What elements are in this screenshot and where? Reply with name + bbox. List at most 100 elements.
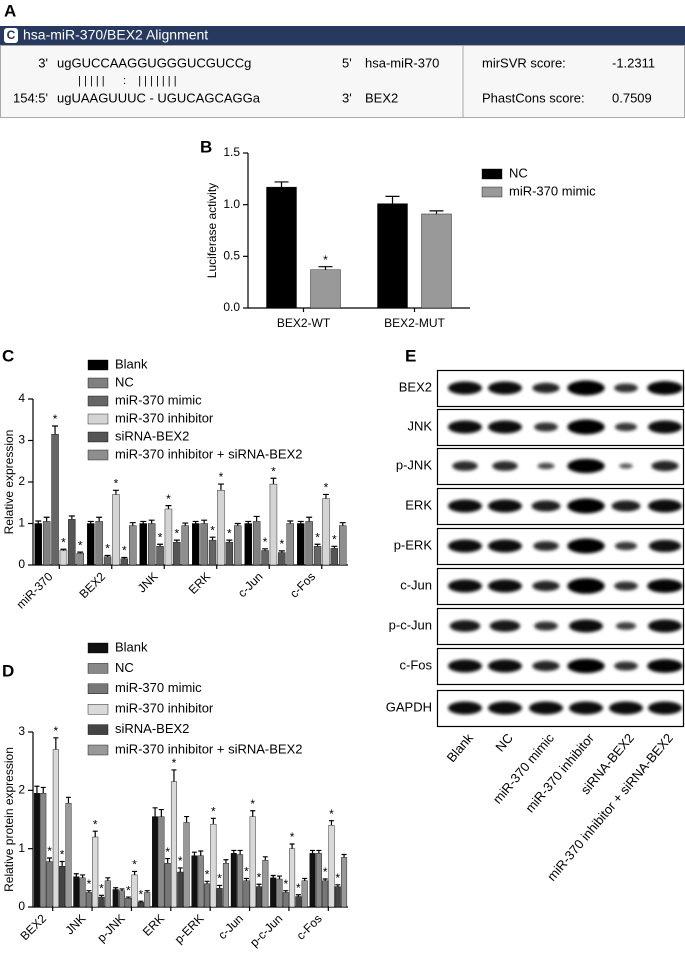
legend-swatch <box>481 168 503 180</box>
x-tick-label: c-Jun <box>235 569 266 600</box>
bar <box>164 863 171 908</box>
error-bar <box>322 493 329 499</box>
blot-band <box>648 619 682 633</box>
blot-band <box>533 541 559 551</box>
significance-star: * <box>283 877 288 891</box>
significance-star: * <box>93 817 98 831</box>
legend-swatch <box>87 663 109 674</box>
blot-band <box>488 659 522 673</box>
blot-band <box>648 539 682 553</box>
blot-band <box>569 619 603 633</box>
bar <box>225 541 234 566</box>
blot-band <box>567 380 605 396</box>
error-bar <box>198 850 204 856</box>
significance-star: * <box>227 526 232 540</box>
name: BEX2 <box>365 90 398 105</box>
blot-band <box>567 458 605 474</box>
x-tick-label: p-c-Jun <box>247 911 285 949</box>
x-tick-label: BEX2-MUT <box>384 316 445 330</box>
bar <box>183 822 190 908</box>
error-bar <box>104 554 111 557</box>
error-bar <box>129 522 136 526</box>
alignment-header <box>0 26 685 45</box>
significance-star: * <box>60 848 65 862</box>
bar <box>85 892 92 908</box>
bar <box>295 896 302 908</box>
y-tick-label: 1 <box>18 841 25 855</box>
bar <box>237 854 244 908</box>
bar <box>34 523 42 566</box>
blot-band <box>534 422 558 432</box>
bar <box>200 523 208 566</box>
bar <box>137 902 144 908</box>
significance-star: * <box>296 881 301 895</box>
y-tick-label: 1 <box>18 516 25 530</box>
score-value: -1.2311 <box>612 55 655 70</box>
significance-star: * <box>53 412 58 426</box>
x-tick-label: BEX2 <box>17 911 49 943</box>
panel-label: B <box>200 137 212 156</box>
error-bar <box>73 873 79 877</box>
error-bar <box>105 877 111 881</box>
panel-label: D <box>2 661 14 680</box>
y-tick-label: 0 <box>18 557 25 571</box>
bar <box>305 521 313 566</box>
bar <box>266 186 297 309</box>
legend-swatch <box>87 431 109 443</box>
error-bar <box>157 543 164 547</box>
error-bar <box>289 843 295 849</box>
bar <box>52 749 59 908</box>
panel-label: E <box>405 346 416 365</box>
significance-star: * <box>323 865 328 879</box>
error-bar <box>217 483 224 491</box>
blot-band <box>567 419 605 435</box>
bar <box>68 519 76 566</box>
significance-star: * <box>335 871 340 885</box>
bar <box>301 880 308 908</box>
bar <box>313 546 322 566</box>
error-bar <box>297 520 304 524</box>
error-bar <box>171 769 177 782</box>
significance-star: * <box>175 526 180 540</box>
legend-label: miR-370 mimic <box>115 680 202 695</box>
significance-star: * <box>114 476 119 490</box>
x-tick-label: JNK <box>62 911 88 937</box>
error-bar <box>231 849 237 854</box>
bar <box>144 892 151 908</box>
bar <box>192 523 200 566</box>
x-tick-label: miR-370 <box>14 569 56 611</box>
blot-band <box>537 462 555 470</box>
significance-star: * <box>280 537 285 551</box>
bar <box>262 860 269 908</box>
y-tick-label: 1.0 <box>223 197 240 211</box>
significance-star: * <box>290 830 295 844</box>
blot-band <box>492 461 518 471</box>
error-bar <box>341 853 347 858</box>
significance-star: * <box>329 807 334 821</box>
bar <box>341 857 348 908</box>
bar <box>139 523 147 566</box>
bar <box>217 490 225 566</box>
error-bar <box>223 859 229 864</box>
bar <box>164 508 173 566</box>
error-bar <box>140 520 147 524</box>
bar <box>377 203 408 309</box>
bar <box>278 552 286 566</box>
panel-label: A <box>4 1 16 20</box>
error-bar <box>34 785 40 794</box>
bar <box>98 896 105 908</box>
y-axis-title: Relative protein expression <box>2 747 16 892</box>
bar <box>51 434 59 566</box>
error-bar <box>65 796 71 804</box>
blot-band <box>448 499 482 513</box>
blot-band <box>448 701 482 715</box>
error-bar <box>96 516 103 522</box>
legend-label: Blank <box>115 639 148 654</box>
legend-label: NC <box>115 660 134 675</box>
legend-swatch <box>87 683 109 694</box>
bar <box>289 848 296 908</box>
y-tick-label: 3 <box>18 433 25 447</box>
x-tick-label: c-Fos <box>287 569 318 600</box>
legend-swatch <box>87 642 109 654</box>
error-bar <box>80 874 86 878</box>
